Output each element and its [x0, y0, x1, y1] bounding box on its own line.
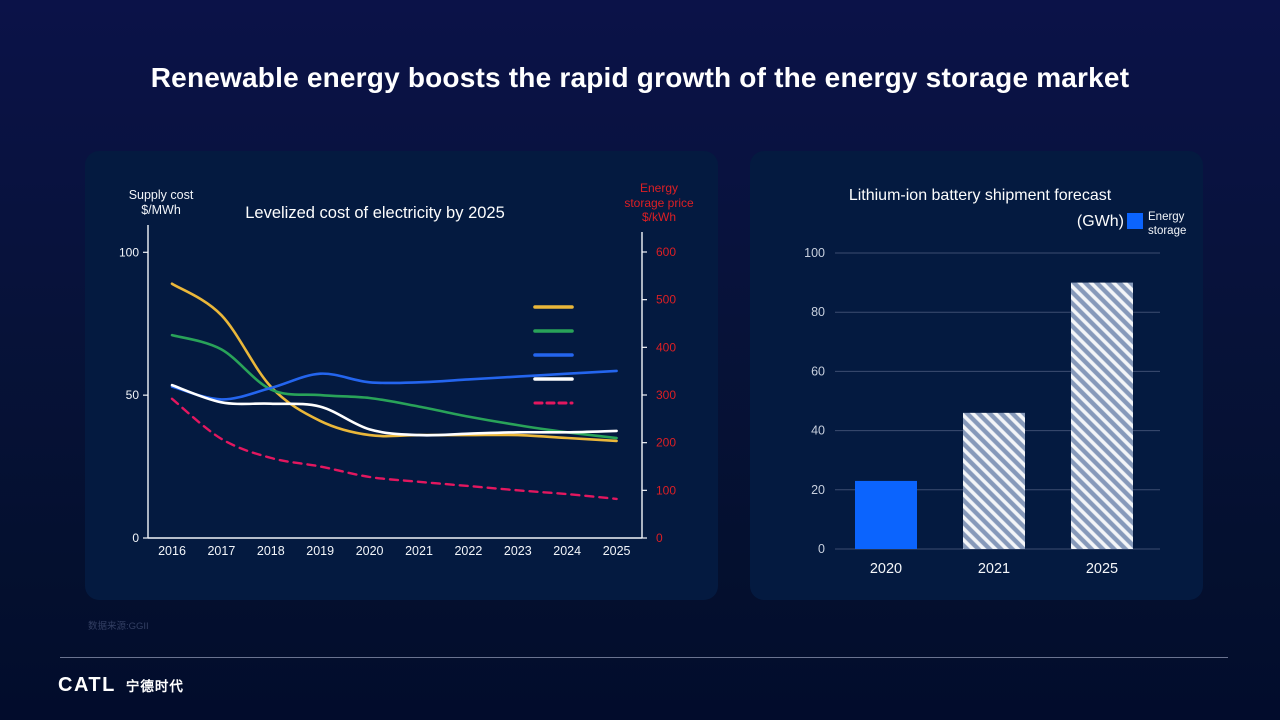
storage-price-axis-label-line2: storage price	[624, 195, 694, 210]
legend-label-line1: Energy	[1148, 211, 1185, 223]
bar-2025	[1071, 282, 1133, 549]
y-axis-tick-label: 20	[811, 483, 825, 497]
bar-2020	[855, 480, 917, 549]
storage-price-axis-label-line1: Energy	[639, 181, 679, 195]
right-axis-tick-label: 200	[656, 436, 676, 450]
source-note: 数据来源:GGII	[88, 621, 149, 632]
left-axis-tick-label: 100	[119, 245, 139, 259]
catl-logo: CATL 宁德时代	[58, 674, 184, 697]
energy-storage-price-axis-label: Energy storage price $/kWh	[609, 181, 709, 225]
catl-logo-text: CATL	[58, 674, 116, 696]
legend-color-swatch	[1127, 213, 1143, 229]
white-line	[170, 383, 618, 437]
footer-divider	[60, 657, 1228, 658]
lcoe-chart-title: Levelized cost of electricity by 2025	[245, 204, 505, 222]
y-axis-tick-label: 100	[804, 246, 825, 260]
right-axis-tick-label: 400	[656, 340, 676, 354]
x-axis-category-label: 2020	[870, 561, 902, 577]
energy-storage-legend: Energy storage	[1127, 210, 1186, 238]
battery-chart-unit: (GWh)	[1076, 213, 1124, 230]
right-axis-tick-label: 100	[656, 483, 676, 497]
x-axis-year-label: 2025	[603, 544, 631, 558]
y-axis-tick-label: 40	[811, 424, 825, 438]
x-axis-year-label: 2019	[306, 544, 334, 558]
right-axis-tick-label: 300	[656, 388, 676, 402]
supply-cost-axis-label-line2: $/MWh	[141, 203, 181, 217]
y-axis-tick-label: 60	[811, 364, 825, 378]
battery-chart-svg: 0 20 40 60 80 100 2020 2021 2025	[804, 246, 1160, 577]
x-axis-year-label: 2022	[454, 544, 482, 558]
x-axis-category-label: 2021	[978, 561, 1010, 577]
x-axis-year-label: 2017	[207, 544, 235, 558]
x-axis-year-label: 2016	[158, 544, 186, 558]
x-axis-year-label: 2021	[405, 544, 433, 558]
green-line	[170, 333, 618, 440]
right-axis-tick-label: 600	[656, 245, 676, 259]
red-dashed-line	[170, 397, 618, 501]
x-axis-year-label: 2020	[356, 544, 384, 558]
legend-label: Energy storage	[1148, 210, 1186, 238]
x-axis-year-label: 2018	[257, 544, 285, 558]
lcoe-chart-svg: 0 50 100 0 100 200 300 400 500 600 2016 2017 2018 201…	[119, 225, 676, 558]
supply-cost-axis-label-line1: Supply cost	[128, 188, 194, 202]
y-axis-tick-label: 0	[818, 542, 825, 556]
blue-line	[170, 369, 618, 401]
y-axis-tick-label: 80	[811, 305, 825, 319]
supply-cost-axis-label: Supply cost $/MWh	[111, 188, 211, 218]
right-axis-tick-label: 500	[656, 293, 676, 307]
left-axis-tick-label: 50	[126, 388, 140, 402]
legend-label-line2: storage	[1148, 225, 1187, 237]
bar-2021	[963, 412, 1025, 549]
storage-price-axis-label-line3: $/kWh	[641, 210, 676, 224]
x-axis-category-label: 2025	[1086, 561, 1118, 577]
x-axis-year-label: 2023	[504, 544, 532, 558]
left-axis-tick-label: 0	[132, 531, 139, 545]
battery-chart-title: Lithium-ion battery shipment forecast	[848, 187, 1112, 204]
right-axis-tick-label: 0	[656, 531, 663, 545]
x-axis-year-label: 2024	[553, 544, 581, 558]
yellow-line	[170, 282, 618, 443]
catl-logo-cn: 宁德时代	[125, 679, 184, 694]
slide-title: Renewable energy boosts the rapid growth…	[150, 62, 1130, 93]
lcoe-chart-panel: 0 50 100 0 100 200 300 400 500 600 2016 2017 2018 201…	[85, 151, 718, 600]
battery-chart-panel: 0 20 40 60 80 100 2020 2021 2025 Lithium-ion bat…	[750, 151, 1203, 600]
